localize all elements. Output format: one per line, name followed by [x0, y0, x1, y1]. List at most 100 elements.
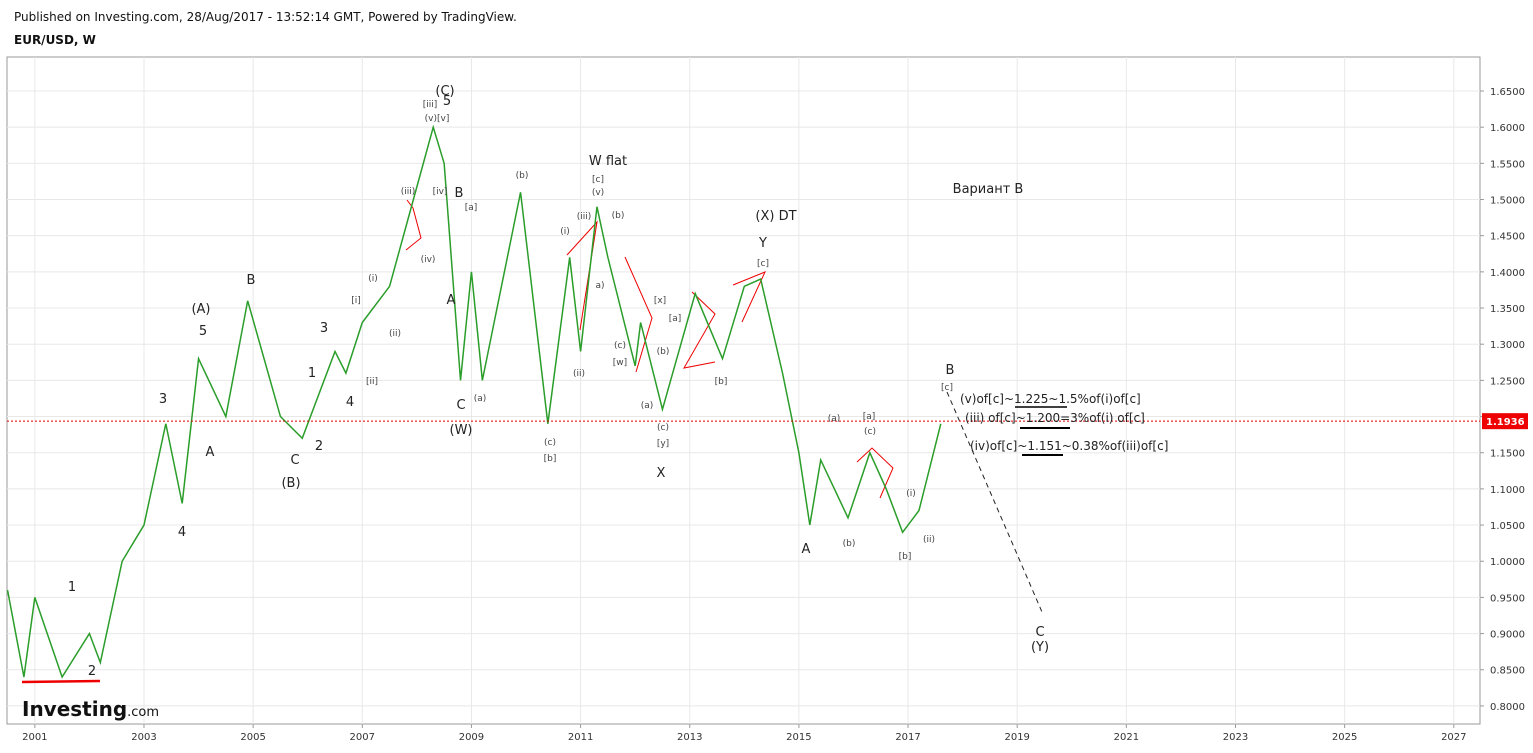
x-tick-label: 2019 — [1004, 732, 1029, 743]
y-tick-label: 0.9000 — [1490, 630, 1525, 641]
wave-label: [b] — [544, 454, 557, 464]
wave-label: (A) — [191, 302, 210, 317]
y-tick-label: 1.6000 — [1490, 123, 1525, 134]
y-tick-label: 1.6500 — [1490, 87, 1525, 98]
x-tick-label: 2027 — [1441, 732, 1466, 743]
wave-line — [856, 447, 894, 499]
last-price-label: 1.1936 — [1486, 417, 1525, 428]
wave-label: (b) — [612, 211, 625, 221]
wave-label: (X) DT — [755, 209, 796, 224]
logo-brand: Investing — [22, 697, 127, 721]
wave-line — [624, 256, 653, 373]
wave-label: C — [1035, 625, 1044, 640]
y-tick-label: 1.0000 — [1490, 557, 1525, 568]
wave-label: B — [455, 186, 464, 201]
wave-label: B — [247, 273, 256, 288]
wave-label: 4 — [178, 525, 186, 540]
wave-label: 2 — [315, 439, 323, 454]
symbol: EUR/USD, W — [14, 33, 96, 47]
x-tick-label: 2021 — [1114, 732, 1139, 743]
last-price-tag — [1482, 413, 1528, 430]
note: (iv)of[c]~1.151~0.38%of(iii)of[c] — [970, 439, 1168, 453]
wave-label: W flat — [589, 154, 627, 169]
wave-label: (b) — [516, 171, 529, 181]
wave-label: 2 — [88, 664, 96, 679]
x-tick-label: 2005 — [240, 732, 265, 743]
grid — [7, 57, 1480, 724]
wave-label: X — [657, 466, 666, 481]
published-note: Published on Investing.com, 28/Aug/2017 … — [14, 10, 517, 24]
wave-label: [a] — [465, 203, 478, 213]
logo: Investing.com — [22, 697, 159, 721]
wave-label: (i) — [368, 274, 378, 284]
wave-label: (ii) — [573, 369, 585, 379]
wave-label: 1 — [308, 366, 316, 381]
wave-label: [b] — [715, 377, 728, 387]
wave-label: (iii) — [577, 212, 592, 222]
wave-label: (c) — [864, 427, 876, 437]
wave-label: (i) — [560, 227, 570, 237]
wave-label: (ii) — [923, 535, 935, 545]
wave-label: (b) — [843, 539, 856, 549]
x-tick-label: 2015 — [786, 732, 811, 743]
y-tick-label: 1.3000 — [1490, 340, 1525, 351]
plot-frame — [6, 56, 1481, 725]
wave-label: [iii] — [423, 100, 438, 110]
wave-label: (iv) — [421, 255, 436, 265]
wave-label: [y] — [657, 439, 669, 449]
wave-line — [405, 199, 422, 251]
wave-label: (c) — [614, 341, 626, 351]
logo-suffix: .com — [127, 705, 159, 720]
wave-label: (Y) — [1031, 640, 1049, 655]
wave-label: [ii] — [366, 377, 378, 387]
y-tick-label: 1.1000 — [1490, 485, 1525, 496]
wave-label: (iii) — [401, 187, 416, 197]
wave-label: A — [206, 445, 215, 460]
wave-label: (v)[v] — [425, 114, 450, 124]
wave-line — [566, 220, 598, 331]
wave-label: [b] — [899, 552, 912, 562]
wave-label: [c] — [592, 175, 604, 185]
projection-line — [946, 391, 1043, 613]
support-line — [21, 679, 101, 684]
wave-label: [w] — [613, 358, 627, 368]
marks — [6, 124, 942, 679]
y-tick-label: 1.4000 — [1490, 268, 1525, 279]
note: (iii) of[c]~1.200=3%of(i) of[c] — [965, 411, 1145, 425]
wave-label: (c) — [657, 423, 669, 433]
wave-label: (a) — [828, 414, 841, 424]
wave-label: B — [946, 363, 955, 378]
x-tick-label: 2017 — [895, 732, 920, 743]
wave-label: (ii) — [389, 329, 401, 339]
wave-label: [c] — [757, 259, 769, 269]
wave-label: [i] — [351, 296, 361, 306]
wave-label: (c) — [544, 438, 556, 448]
wave-label: (a) — [474, 394, 487, 404]
wave-label: 3 — [159, 392, 167, 407]
y-tick-label: 1.5000 — [1490, 196, 1525, 207]
price-line — [6, 124, 942, 679]
x-tick-label: 2025 — [1332, 732, 1357, 743]
y-tick-label: 1.0500 — [1490, 521, 1525, 532]
wave-label: [a] — [863, 412, 876, 422]
wave-line — [732, 271, 766, 323]
x-tick-label: 2023 — [1223, 732, 1248, 743]
wave-label: [x] — [654, 296, 666, 306]
wave-label: (W) — [450, 423, 473, 438]
x-tick-label: 2003 — [131, 732, 156, 743]
wave-label: [a] — [669, 314, 682, 324]
y-tick-label: 1.4500 — [1490, 232, 1525, 243]
y-tick-label: 1.3500 — [1490, 304, 1525, 315]
wave-label: (v) — [592, 188, 604, 198]
wave-label: C — [456, 398, 465, 413]
wave-label: (b) — [657, 347, 670, 357]
x-tick-label: 2009 — [459, 732, 484, 743]
wave-label: [iv] — [433, 187, 448, 197]
note: (v)of[c]~1.225~1.5%of(i)of[c] — [960, 392, 1141, 406]
wave-label: (a) — [641, 401, 654, 411]
wave-label: (i) — [906, 489, 916, 499]
wave-label: 5 — [199, 324, 207, 339]
wave-label: A — [802, 542, 811, 557]
